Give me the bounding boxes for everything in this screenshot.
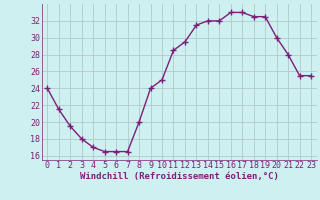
X-axis label: Windchill (Refroidissement éolien,°C): Windchill (Refroidissement éolien,°C) bbox=[80, 172, 279, 181]
